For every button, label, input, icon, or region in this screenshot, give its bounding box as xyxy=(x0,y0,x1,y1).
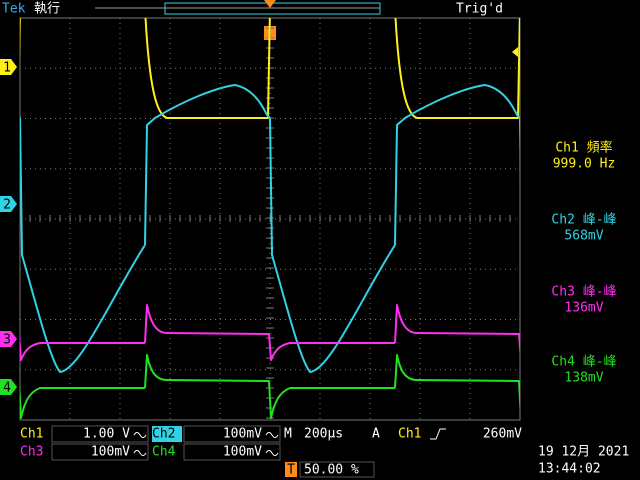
channel-scale: 1.00 V xyxy=(83,427,130,442)
timebase-label: M xyxy=(284,427,292,442)
brand: Tek xyxy=(2,2,26,17)
run-status: 執行 xyxy=(34,1,60,17)
channel-marker xyxy=(0,59,17,75)
measurement-label: Ch2 峰-峰 xyxy=(551,213,616,228)
channel-marker xyxy=(0,196,17,212)
trigger-label: A xyxy=(372,427,380,442)
measurement-label: Ch4 峰-峰 xyxy=(551,355,616,370)
bandwidth-icon xyxy=(133,432,147,438)
channel-label-box xyxy=(152,426,182,442)
trigger-slope-icon xyxy=(430,428,446,440)
trigger-position-top xyxy=(264,0,276,8)
position-marker-box xyxy=(285,462,297,477)
bandwidth-icon xyxy=(265,432,279,438)
trigger-source: Ch1 xyxy=(398,427,421,442)
position-box xyxy=(299,461,375,478)
bandwidth-icon xyxy=(265,450,279,456)
measurement-label: Ch1 頻率 xyxy=(555,140,612,156)
scale-box xyxy=(51,425,149,443)
position-value: 50.00 % xyxy=(304,463,359,478)
channel-marker-label: 2 xyxy=(3,198,11,213)
position-marker: T xyxy=(287,463,295,478)
channel-scale: 100mV xyxy=(223,427,262,442)
channel-marker xyxy=(0,331,17,347)
measurement-value: 136mV xyxy=(564,301,603,316)
channel-marker xyxy=(0,379,17,395)
trigger-status: Trig'd xyxy=(456,2,503,17)
channel-label: Ch1 xyxy=(20,427,43,442)
channel-marker-label: 1 xyxy=(3,61,11,76)
channel-scale: 100mV xyxy=(91,445,130,460)
scale-box xyxy=(51,443,149,461)
scale-box xyxy=(183,425,281,443)
channel-scale: 100mV xyxy=(223,445,262,460)
measurement-value: 999.0 Hz xyxy=(553,157,616,172)
trigger-level-marker xyxy=(512,47,518,57)
measurement-value: 138mV xyxy=(564,371,603,386)
measurement-value: 568mV xyxy=(564,229,603,244)
channel-label: Ch3 xyxy=(20,445,43,460)
timebase-value: 200µs xyxy=(304,427,343,442)
channel-marker-label: 3 xyxy=(3,333,11,348)
trigger-level: 260mV xyxy=(483,427,522,442)
channel-label: Ch2 xyxy=(152,427,175,442)
measurement-label: Ch3 峰-峰 xyxy=(551,285,616,300)
scale-box xyxy=(183,443,281,461)
channel-label: Ch4 xyxy=(152,445,176,460)
bandwidth-icon xyxy=(133,450,147,456)
channel-marker-label: 4 xyxy=(3,381,11,396)
time: 13:44:02 xyxy=(538,462,601,477)
date: 19 12月 2021 xyxy=(538,445,629,460)
